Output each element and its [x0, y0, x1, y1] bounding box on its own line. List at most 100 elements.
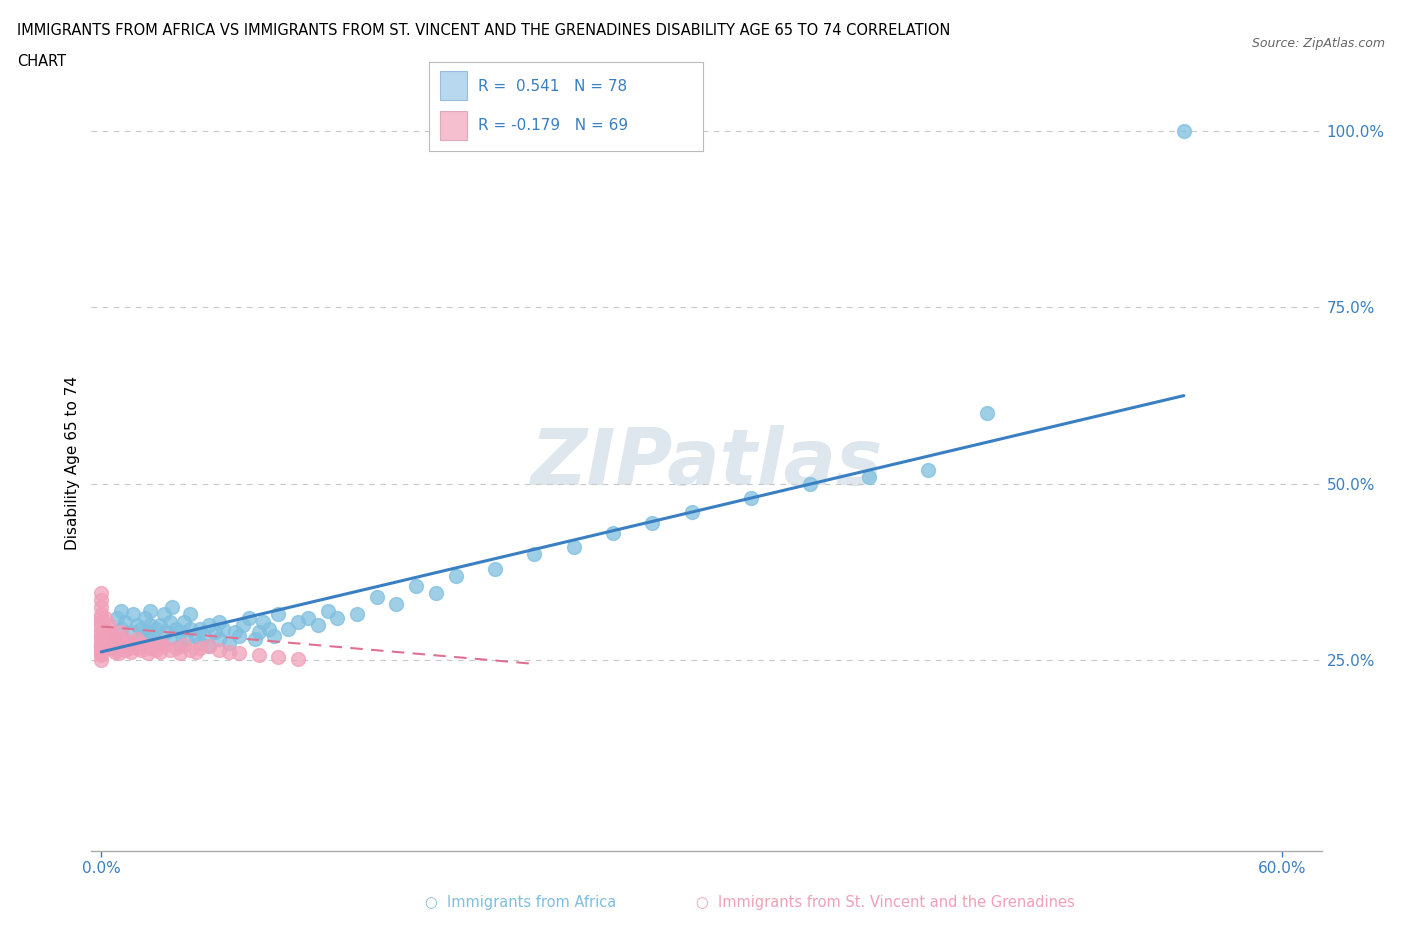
- Point: [641, 515, 664, 530]
- Point: [125, 640, 148, 655]
- Point: [114, 643, 136, 658]
- Point: [799, 476, 821, 491]
- Point: [149, 635, 172, 650]
- Point: [1173, 124, 1195, 139]
- Point: [208, 631, 231, 646]
- Point: [134, 611, 156, 626]
- Point: [366, 590, 388, 604]
- Point: [169, 625, 191, 640]
- Point: [198, 618, 221, 632]
- Point: [105, 643, 128, 658]
- Point: [105, 635, 128, 650]
- Point: [110, 639, 132, 654]
- Point: [115, 633, 138, 648]
- Point: [159, 643, 181, 658]
- Point: [188, 640, 211, 655]
- Point: [165, 640, 187, 655]
- Point: [90, 631, 112, 646]
- Text: CHART: CHART: [17, 54, 66, 69]
- Point: [138, 625, 160, 640]
- Point: [108, 645, 131, 660]
- Point: [976, 405, 998, 420]
- Point: [90, 639, 112, 654]
- Point: [198, 639, 221, 654]
- Point: [110, 625, 132, 640]
- Point: [405, 578, 427, 593]
- Point: [90, 611, 112, 626]
- Point: [316, 604, 339, 618]
- Point: [105, 611, 128, 626]
- Point: [228, 628, 250, 643]
- Point: [134, 639, 156, 654]
- Point: [204, 625, 226, 640]
- Point: [110, 604, 132, 618]
- Point: [129, 635, 152, 650]
- Point: [188, 635, 211, 650]
- Point: [110, 631, 132, 646]
- Point: [263, 628, 285, 643]
- Point: [208, 614, 231, 629]
- Text: Source: ZipAtlas.com: Source: ZipAtlas.com: [1251, 37, 1385, 50]
- Point: [145, 621, 167, 636]
- Point: [90, 600, 112, 615]
- Point: [562, 540, 585, 555]
- Point: [169, 645, 191, 660]
- Text: R =  0.541   N = 78: R = 0.541 N = 78: [478, 79, 627, 94]
- Point: [218, 644, 240, 659]
- Point: [104, 631, 127, 646]
- Bar: [440, 72, 467, 100]
- Point: [90, 607, 112, 622]
- Point: [165, 621, 187, 636]
- Point: [129, 635, 152, 650]
- Point: [120, 639, 142, 654]
- Point: [184, 644, 207, 659]
- Bar: [440, 111, 467, 140]
- Point: [149, 635, 172, 650]
- Point: [118, 640, 141, 655]
- Point: [257, 621, 280, 636]
- Point: [149, 644, 172, 659]
- Point: [94, 611, 117, 626]
- Point: [179, 643, 201, 658]
- Point: [173, 637, 195, 652]
- Point: [153, 607, 176, 622]
- Point: [224, 625, 246, 640]
- Point: [90, 639, 112, 654]
- Point: [218, 635, 240, 650]
- Point: [188, 621, 211, 636]
- Point: [125, 618, 148, 632]
- Point: [90, 614, 112, 629]
- Point: [90, 647, 112, 662]
- Point: [238, 611, 260, 626]
- Point: [212, 621, 235, 636]
- Point: [287, 652, 309, 667]
- Point: [198, 639, 221, 654]
- Y-axis label: Disability Age 65 to 74: Disability Age 65 to 74: [65, 376, 80, 550]
- Text: R = -0.179   N = 69: R = -0.179 N = 69: [478, 118, 628, 133]
- Text: ○  Immigrants from Africa: ○ Immigrants from Africa: [425, 895, 616, 910]
- Point: [385, 596, 408, 611]
- Point: [120, 644, 142, 659]
- Point: [125, 631, 148, 646]
- Point: [247, 625, 270, 640]
- Point: [740, 490, 762, 505]
- Point: [114, 614, 136, 629]
- Point: [141, 628, 163, 643]
- Point: [90, 643, 112, 658]
- Point: [277, 621, 299, 636]
- Point: [326, 611, 349, 626]
- Point: [267, 607, 290, 622]
- Point: [90, 593, 112, 608]
- Point: [169, 639, 191, 654]
- Point: [297, 611, 319, 626]
- Point: [90, 653, 112, 668]
- Point: [121, 637, 143, 652]
- Point: [134, 628, 156, 643]
- Point: [602, 525, 624, 540]
- Point: [159, 614, 181, 629]
- Point: [179, 607, 201, 622]
- Point: [90, 645, 112, 660]
- Text: ZIPatlas: ZIPatlas: [530, 425, 883, 500]
- Point: [100, 641, 122, 656]
- Point: [287, 614, 309, 629]
